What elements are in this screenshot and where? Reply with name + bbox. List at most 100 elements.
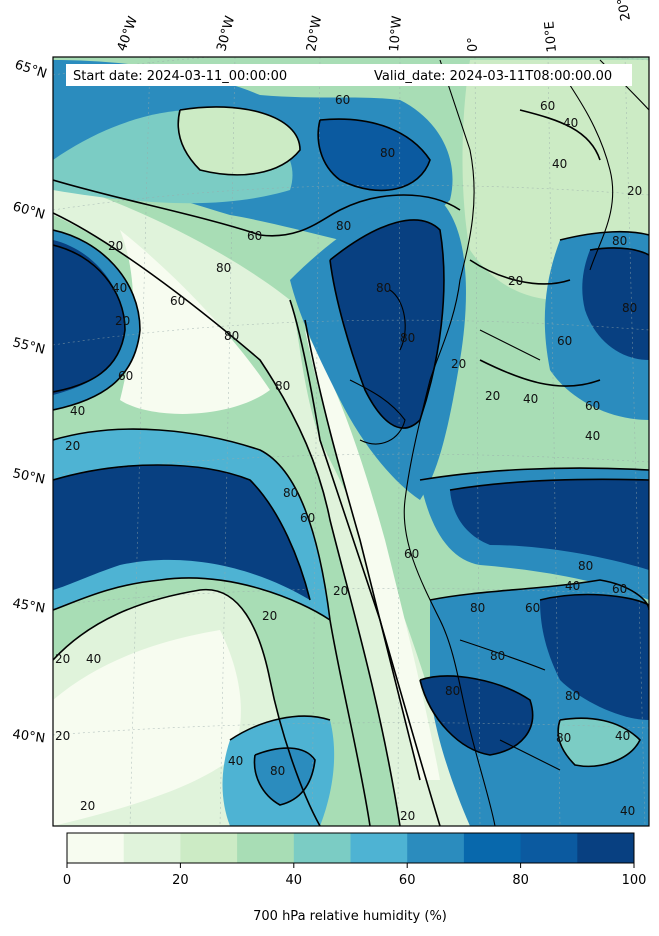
contour-label: 20	[55, 652, 70, 666]
lon-label: 40°W	[115, 14, 141, 53]
contour-label: 80	[283, 486, 298, 500]
contour-label: 20	[262, 609, 277, 623]
contour-label: 60	[612, 582, 627, 596]
rh-band-verymoist-central	[330, 220, 444, 429]
contour-label: 80	[622, 301, 637, 315]
lon-label: 0°	[466, 37, 481, 52]
valid-date-label: Valid_date: 2024-03-11T08:00:00.00	[374, 69, 612, 84]
contour-label: 80	[270, 764, 285, 778]
rh-band-verydry-center	[305, 330, 440, 780]
contour-label: 20	[485, 389, 500, 403]
colorbar-cell	[293, 833, 351, 863]
contour-label: 40	[228, 754, 243, 768]
date-header-box	[66, 64, 632, 86]
lon-label: 30°W	[214, 14, 238, 53]
contour-label: 60	[540, 99, 555, 113]
contour-label: 20	[80, 799, 95, 813]
contour-label: 40	[563, 116, 578, 130]
colorbar-tick-label: 0	[63, 873, 71, 888]
contour-label: 40	[552, 157, 567, 171]
contour-label: 80	[336, 219, 351, 233]
contour-label: 20	[627, 184, 642, 198]
rh-band-verymoist-iberia	[254, 748, 315, 805]
rh-band-dry-north	[178, 106, 300, 175]
lat-label: 55°N	[11, 335, 46, 357]
colorbar-cell	[463, 833, 522, 863]
lat-label: 65°N	[13, 58, 49, 82]
lat-label: 40°N	[11, 727, 46, 746]
colorbar-cell	[407, 833, 465, 863]
contour-label: 40	[86, 652, 101, 666]
contour-label: 60	[118, 369, 133, 383]
latitude-labels: 65°N 60°N 55°N 50°N 45°N 40°N	[11, 58, 49, 747]
contour-label: 40	[620, 804, 635, 818]
contour-label: 20	[55, 729, 70, 743]
contour-label: 40	[523, 392, 538, 406]
lon-label: 10°E	[542, 21, 560, 53]
lon-label: 10°W	[387, 15, 405, 52]
lon-label: 20°E	[614, 0, 634, 22]
contour-label: 80	[400, 331, 415, 345]
colorbar-cell	[123, 833, 181, 863]
rh-band-verymoist-southeast-1	[540, 594, 649, 720]
longitude-labels: 40°W 30°W 20°W 10°W 0° 10°E 20°E	[115, 0, 634, 53]
contour-label: 60	[585, 399, 600, 413]
contour-label: 40	[70, 404, 85, 418]
colorbar-tick-label: 100	[622, 873, 647, 888]
rh-band-moderate-southeast	[558, 718, 640, 767]
contour-label: 60	[335, 93, 350, 107]
contour-label: 40	[565, 579, 580, 593]
contour-label: 20	[333, 584, 348, 598]
map-frame	[52, 56, 650, 827]
colorbar-tick-label: 60	[399, 873, 416, 888]
colorbar-frame	[66, 832, 635, 864]
contour-label: 20	[108, 239, 123, 253]
contour-label: 20	[65, 439, 80, 453]
colorbar-cell	[577, 833, 635, 863]
contour-label: 80	[556, 731, 571, 745]
coastlines	[349, 59, 649, 826]
graticule	[53, 57, 649, 826]
contour-label: 40	[585, 429, 600, 443]
contour-label: 80	[470, 601, 485, 615]
contour-label: 80	[380, 146, 395, 160]
contour-label: 60	[525, 601, 540, 615]
colorbar-ticks: 0 20 40 60 80 100	[63, 863, 647, 888]
map-panel: 60 60 80 40 40 20 20 60 80 80 20 40 80 6…	[53, 57, 649, 826]
colorbar-tick-label: 80	[512, 873, 529, 888]
lon-label: 20°W	[304, 15, 325, 53]
rh-band-verymoist-north	[318, 119, 430, 191]
colorbar-tick-label: 40	[286, 873, 303, 888]
colorbar-label: 700 hPa relative humidity (%)	[253, 909, 447, 924]
colorbar-cell	[67, 833, 125, 863]
contour-labels: 60 60 80 40 40 20 20 60 80 80 20 40 80 6…	[55, 93, 642, 823]
contour-label: 40	[615, 729, 630, 743]
contour-label: 40	[112, 281, 127, 295]
contour-label: 80	[445, 684, 460, 698]
rh-band-verymoist-west	[53, 465, 310, 600]
lat-label: 50°N	[11, 466, 46, 487]
contour-label: 20	[451, 357, 466, 371]
start-date-label: Start date: 2024-03-11_00:00:00	[73, 69, 287, 84]
contour-label: 80	[216, 261, 231, 275]
contour-label: 80	[275, 379, 290, 393]
contour-label: 60	[247, 229, 262, 243]
contour-label: 80	[578, 559, 593, 573]
colorbar-cell	[180, 833, 238, 863]
colorbar-cell	[237, 833, 295, 863]
contour-label: 20	[400, 809, 415, 823]
contour-label: 80	[376, 281, 391, 295]
contour-label: 80	[612, 234, 627, 248]
contour-label: 80	[490, 649, 505, 663]
colorbar-cell	[520, 833, 578, 863]
contour-lines	[53, 106, 649, 826]
colorbar	[67, 833, 635, 863]
contour-label: 20	[115, 314, 130, 328]
contour-label: 60	[557, 334, 572, 348]
contour-label: 60	[404, 547, 419, 561]
rh-band-verymoist-centraleurope	[450, 479, 649, 570]
contour-label: 60	[300, 511, 315, 525]
lat-label: 45°N	[11, 596, 46, 616]
lat-label: 60°N	[11, 199, 47, 222]
